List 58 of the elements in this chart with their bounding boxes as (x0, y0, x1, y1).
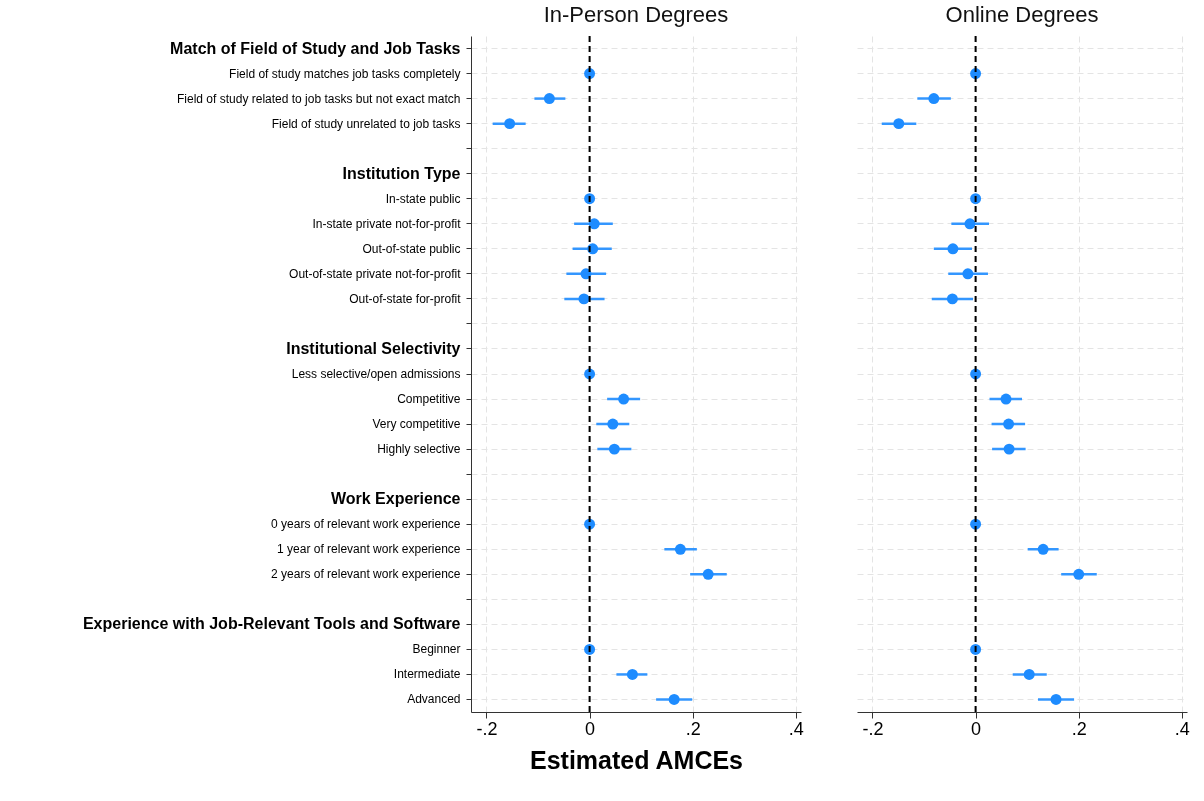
y-tick-label: Match of Field of Study and Job Tasks (170, 39, 461, 57)
point (1003, 418, 1015, 430)
y-tick-label: Field of study matches job tasks completely (229, 66, 461, 81)
point (962, 268, 974, 280)
y-tick-label: 2 years of relevant work experience (271, 567, 461, 582)
point (1073, 568, 1085, 580)
point (1037, 543, 1049, 555)
y-tick-label: Out-of-state private not-for-profit (289, 266, 462, 281)
y-tick-label: Less selective/open admissions (291, 367, 461, 381)
point (578, 293, 590, 305)
x-tick-label: .2 (1071, 718, 1087, 739)
point (668, 694, 680, 705)
point (1000, 393, 1012, 405)
point (947, 243, 959, 255)
chart-title: In-Person Degrees (543, 2, 729, 27)
point (608, 443, 620, 455)
x-tick-label: 0 (585, 718, 596, 739)
y-tick-label: Highly selective (377, 442, 461, 457)
y-tick-label: Field of study related to job tasks but not exact match (177, 91, 461, 106)
chart-title: Online Degrees (945, 2, 1099, 27)
point (928, 93, 940, 105)
y-tick-label: Intermediate (393, 667, 461, 682)
x-tick-label: -.2 (476, 718, 498, 739)
y-tick-label: Experience with Job-Relevant Tools and Software (82, 615, 461, 633)
x-tick-label: 0 (971, 718, 982, 739)
point (702, 568, 714, 580)
x-tick-label: .4 (788, 718, 804, 739)
y-tick-label: Field of study unrelated to job tasks (271, 116, 461, 131)
point (1003, 443, 1015, 455)
y-tick-label: Work Experience (330, 490, 461, 508)
y-tick-label: Advanced (407, 692, 461, 707)
y-tick-label: Out-of-state for-profit (349, 291, 462, 306)
y-tick-label: Beginner (412, 642, 461, 657)
x-axis-title: Estimated AMCEs (529, 745, 744, 774)
point (674, 543, 686, 555)
point (607, 418, 619, 430)
x-tick-label: -.2 (862, 718, 884, 739)
point (1023, 668, 1035, 680)
y-tick-label: Competitive (397, 392, 461, 407)
y-tick-label: 1 year of relevant work experience (277, 542, 461, 557)
y-tick-label: In-state private not-for-profit (312, 216, 462, 231)
point (618, 393, 630, 405)
x-tick-label: .4 (1174, 718, 1190, 739)
y-tick-label: In-state public (385, 191, 461, 206)
point (964, 218, 976, 230)
point (588, 218, 600, 230)
x-tick-label: .2 (685, 718, 701, 739)
y-tick-label: Institutional Selectivity (286, 339, 461, 357)
point (946, 293, 958, 305)
y-tick-label: Institution Type (342, 164, 461, 182)
point (1050, 694, 1062, 705)
y-tick-label: Very competitive (372, 417, 461, 432)
y-tick-label: Out-of-state public (362, 241, 461, 256)
y-tick-label: 0 years of relevant work experience (271, 517, 461, 532)
point (626, 668, 638, 680)
point (893, 118, 905, 130)
point (504, 118, 516, 130)
point (543, 93, 555, 105)
